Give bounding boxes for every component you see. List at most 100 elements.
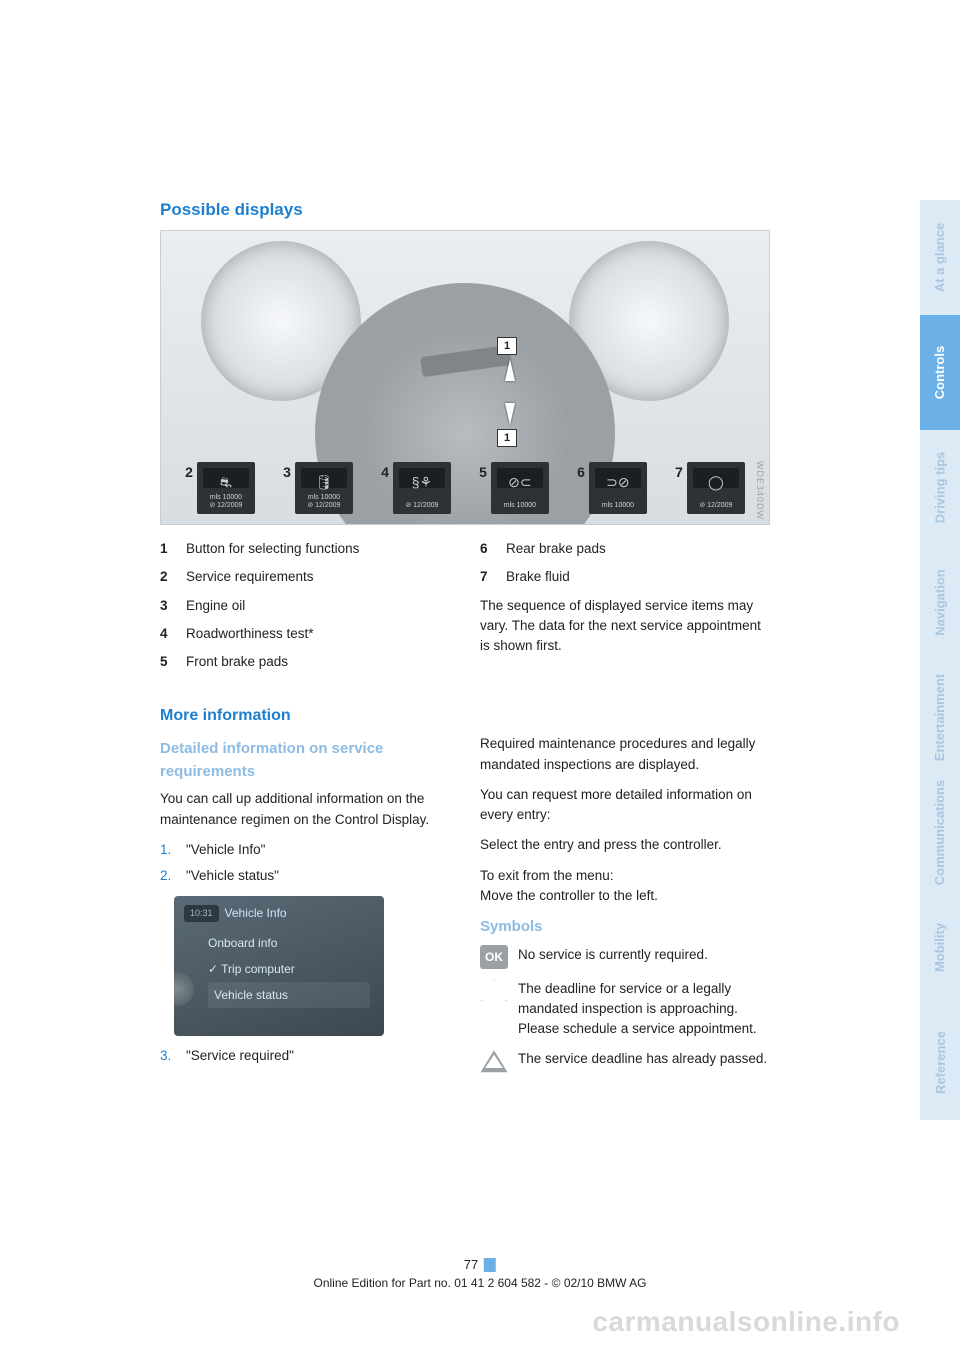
right-col: Required maintenance procedures and lega…	[480, 686, 770, 1083]
thumb-num: 4	[381, 462, 389, 480]
tab-mobility[interactable]: Mobility	[920, 890, 960, 1005]
legend-text: Service requirements	[186, 567, 314, 587]
front-brake-icon: ⊘⊂	[508, 474, 531, 491]
callout-1-top: 1	[497, 337, 517, 355]
legend-item: 7Brake fluid	[480, 567, 770, 587]
page-number-wrap: 77	[464, 1257, 496, 1272]
dashboard-figure: 1 1 2 ⛐ mls 10000⊘ 12/2009 3 🛢 mls 10000…	[160, 230, 770, 525]
thumb-2: 2 ⛐ mls 10000⊘ 12/2009	[185, 462, 255, 514]
figure-code: WDE340DW	[755, 461, 765, 520]
thumb-3: 3 🛢 mls 10000⊘ 12/2009	[283, 462, 353, 514]
tab-label: Entertainment	[933, 674, 948, 761]
steps-list-cont: 3."Service required"	[160, 1046, 450, 1066]
symbol-row: The service deadline has already passed.	[480, 1049, 770, 1073]
legend-item: 5 Front brake pads	[160, 652, 450, 672]
tab-driving-tips[interactable]: Driving tips	[920, 430, 960, 545]
tab-at-a-glance[interactable]: At a glance	[920, 200, 960, 315]
tab-controls[interactable]: Controls	[920, 315, 960, 430]
legend-text: Front brake pads	[186, 652, 288, 672]
thumb-tile: §⚘ ⊘ 12/2009	[393, 462, 451, 514]
thumb-num: 6	[577, 462, 585, 480]
symbol-text: No service is currently required.	[518, 945, 708, 965]
legend-text: Roadworthiness test*	[186, 624, 314, 644]
left-col: More information Detailed information on…	[160, 686, 450, 1083]
right-p1: Required maintenance procedures and lega…	[480, 734, 770, 775]
thumb-num: 2	[185, 462, 193, 480]
heading-detailed-info: Detailed information on service requirem…	[160, 738, 450, 783]
controller-knob-icon	[174, 972, 194, 1006]
tab-communications[interactable]: Communications	[920, 775, 960, 890]
tab-label: Communications	[933, 780, 948, 885]
symbol-row: The deadline for service or a legally ma…	[480, 979, 770, 1040]
heading-symbols: Symbols	[480, 916, 770, 939]
brake-fluid-icon: ◯	[708, 474, 724, 491]
thumb-7: 7 ◯ ⊘ 12/2009	[675, 462, 745, 514]
legend-num: 3	[160, 596, 176, 616]
thumb-tile: ⊘⊂ mls 10000	[491, 462, 549, 514]
arrow-up-icon	[505, 359, 515, 381]
screenshot-menu: Onboard info Trip computer Vehicle statu…	[208, 930, 370, 1008]
tab-label: Driving tips	[933, 452, 948, 524]
thumb-tile: ⛐ mls 10000⊘ 12/2009	[197, 462, 255, 514]
heading-more-information: More information	[160, 704, 450, 728]
more-info-section: More information Detailed information on…	[160, 686, 770, 1083]
step-text: "Service required"	[186, 1046, 294, 1066]
step-item: 3."Service required"	[160, 1046, 450, 1066]
service-icon: ⛐	[220, 474, 232, 493]
triangle-filled-icon	[480, 1049, 508, 1073]
right-p2: You can request more detailed informatio…	[480, 785, 770, 826]
thumb-num: 3	[283, 462, 291, 480]
legend-text: Engine oil	[186, 596, 245, 616]
legend-item: 3 Engine oil	[160, 596, 450, 616]
thumb-label: ⊘ 12/2009	[687, 494, 745, 510]
step-item: 2. "Vehicle status"	[160, 866, 450, 886]
legend-right-col: 6Rear brake pads 7Brake fluid The sequen…	[480, 539, 770, 680]
tab-entertainment[interactable]: Entertainment	[920, 660, 960, 775]
legend-num: 1	[160, 539, 176, 559]
step-text: "Vehicle status"	[186, 866, 279, 886]
manual-page: At a glance Controls Driving tips Naviga…	[0, 0, 960, 1358]
thumb-row: 2 ⛐ mls 10000⊘ 12/2009 3 🛢 mls 10000⊘ 12…	[161, 462, 769, 514]
tab-navigation[interactable]: Navigation	[920, 545, 960, 660]
tab-reference[interactable]: Reference	[920, 1005, 960, 1120]
step-number: 1.	[160, 840, 178, 860]
right-p3: Select the entry and press the controlle…	[480, 835, 770, 855]
screenshot-title: Vehicle Info	[225, 904, 287, 922]
legend-item: 2 Service requirements	[160, 567, 450, 587]
thumb-4: 4 §⚘ ⊘ 12/2009	[381, 462, 451, 514]
step-number: 2.	[160, 866, 178, 886]
menu-item-checked: Trip computer	[208, 956, 370, 982]
legend-item: 6Rear brake pads	[480, 539, 770, 559]
symbol-row: OK No service is currently required.	[480, 945, 770, 969]
menu-item: Onboard info	[208, 930, 370, 956]
menu-item-selected: Vehicle status	[208, 982, 370, 1008]
thumb-5: 5 ⊘⊂ mls 10000	[479, 462, 549, 514]
page-number: 77	[464, 1257, 478, 1272]
side-tabs: At a glance Controls Driving tips Naviga…	[920, 200, 960, 1120]
thumb-label: mls 10000⊘ 12/2009	[197, 494, 255, 510]
arrow-down-icon	[505, 403, 515, 425]
symbol-text: The deadline for service or a legally ma…	[518, 979, 770, 1040]
legend-text: Brake fluid	[506, 567, 570, 587]
clock-chip: 10:31	[184, 905, 219, 923]
legend-left-col: 1 Button for selecting functions 2 Service…	[160, 539, 450, 680]
footer-line: Online Edition for Part no. 01 41 2 604 …	[313, 1276, 646, 1290]
legend-num: 6	[480, 539, 496, 559]
heading-possible-displays: Possible displays	[160, 200, 880, 220]
tab-label: Navigation	[933, 569, 948, 635]
legend-num: 5	[160, 652, 176, 672]
legend-text: Button for selecting functions	[186, 539, 359, 559]
thumb-6: 6 ⊃⊘ mls 10000	[577, 462, 647, 514]
thumb-tile: ⊃⊘ mls 10000	[589, 462, 647, 514]
oil-icon: 🛢	[315, 474, 333, 491]
triangle-outline-icon	[480, 979, 508, 1003]
thumb-label: mls 10000	[491, 502, 549, 510]
rear-brake-icon: ⊃⊘	[606, 474, 629, 491]
legend-num: 2	[160, 567, 176, 587]
idrive-screenshot: 10:31 Vehicle Info Onboard info Trip com…	[174, 896, 384, 1036]
thumb-num: 7	[675, 462, 683, 480]
page-block-icon	[484, 1258, 496, 1272]
legend-item: 1 Button for selecting functions	[160, 539, 450, 559]
callout-1-bottom: 1	[497, 429, 517, 447]
step-text: "Vehicle Info"	[186, 840, 265, 860]
